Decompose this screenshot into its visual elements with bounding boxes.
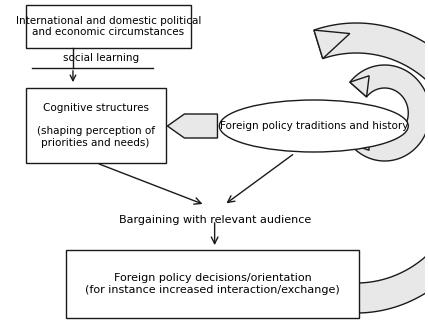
Text: Bargaining with relevant audience: Bargaining with relevant audience: [119, 215, 311, 225]
Text: Cognitive structures

(shaping perception of
priorities and needs): Cognitive structures (shaping perception…: [37, 103, 155, 148]
Polygon shape: [314, 23, 428, 313]
Polygon shape: [167, 114, 217, 138]
Text: Foreign policy decisions/orientation
(for instance increased interaction/exchang: Foreign policy decisions/orientation (fo…: [85, 273, 340, 295]
Polygon shape: [314, 30, 350, 59]
Polygon shape: [350, 76, 369, 97]
Text: International and domestic political
and economic circumstances: International and domestic political and…: [16, 16, 201, 37]
Polygon shape: [350, 65, 428, 161]
Bar: [26, 5, 191, 48]
Bar: [26, 88, 166, 163]
Text: Foreign policy traditions and history: Foreign policy traditions and history: [220, 121, 408, 131]
Polygon shape: [350, 129, 369, 150]
Polygon shape: [314, 277, 350, 306]
Text: social learning: social learning: [63, 53, 140, 63]
Bar: [66, 250, 359, 318]
Ellipse shape: [220, 100, 408, 152]
